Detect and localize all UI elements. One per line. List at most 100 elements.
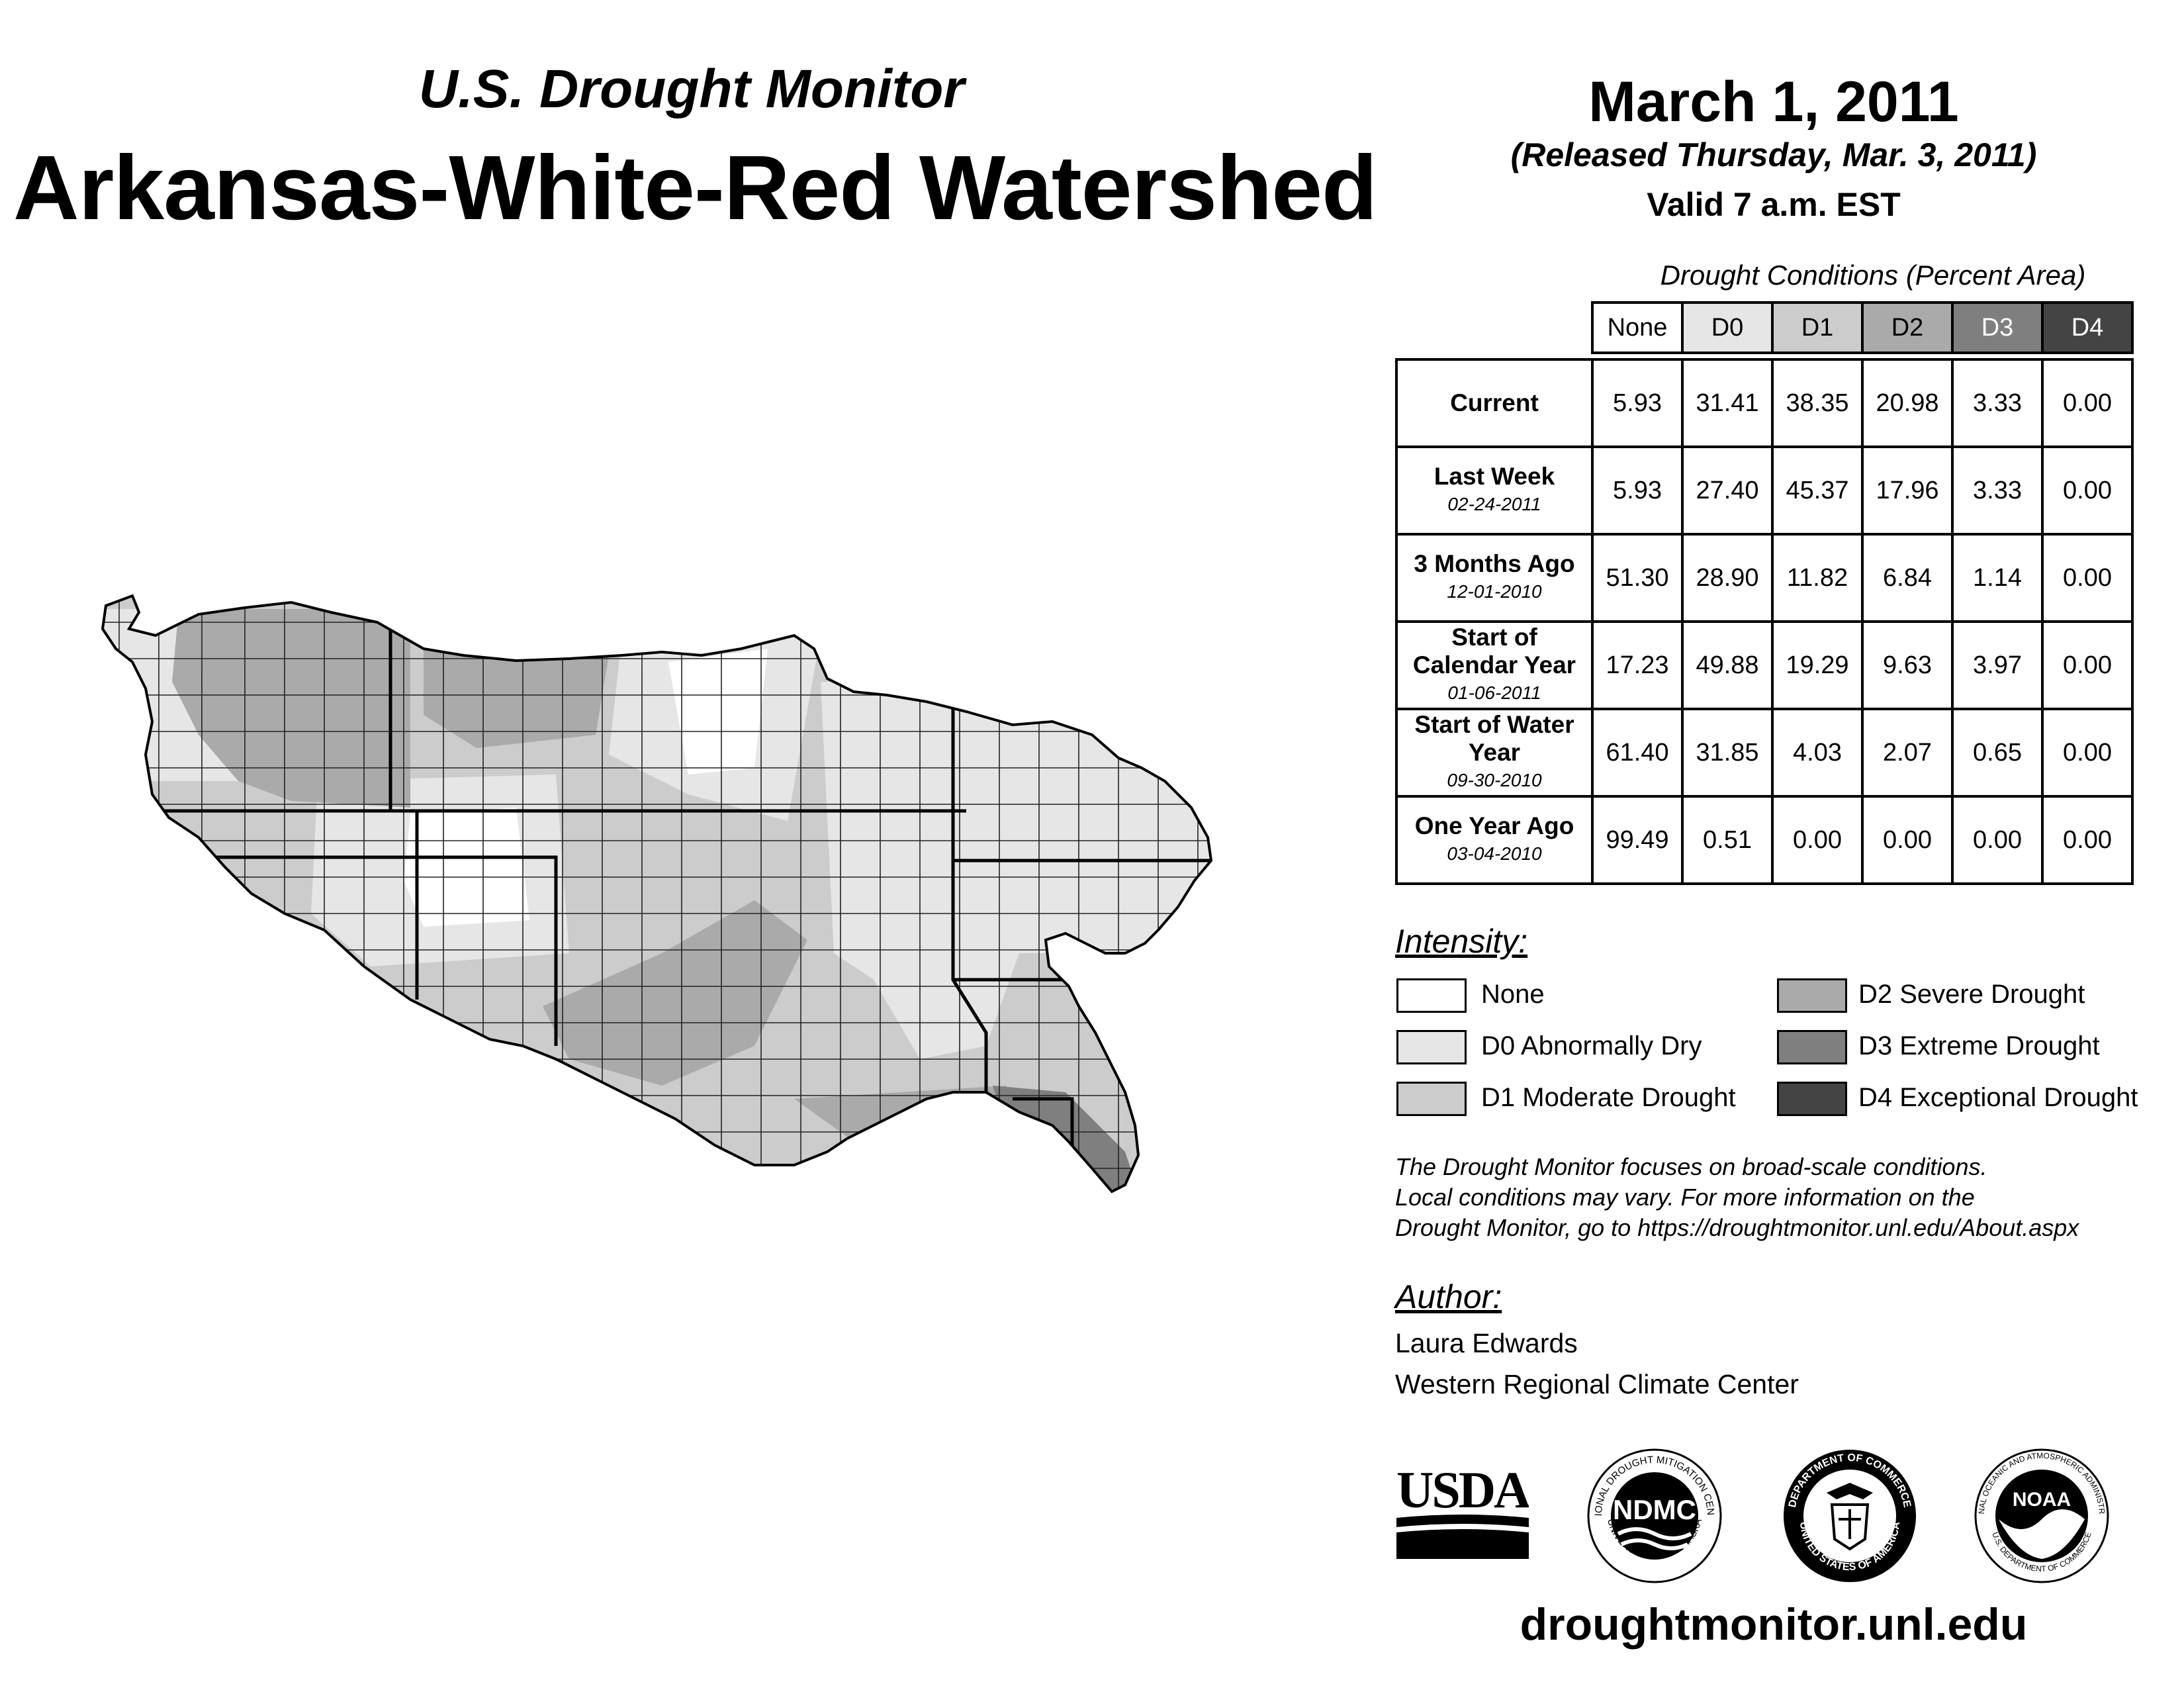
table-cell: 31.85 — [1681, 708, 1774, 798]
legend-label-d0: D0 Abnormally Dry — [1481, 1031, 1702, 1060]
legend-label-none: None — [1481, 980, 1545, 1009]
table-cell: 3.33 — [1951, 358, 2044, 448]
legend-swatch-d3 — [1777, 1030, 1847, 1064]
table-cell: 0.51 — [1681, 795, 1774, 885]
table-row-last-week: Last Week 02-24-2011 5.93 27.40 45.37 17.… — [1395, 445, 2134, 536]
legend-label-d1: D1 Moderate Drought — [1481, 1083, 1736, 1112]
noaa-logo-text: NOAA — [2013, 1489, 2071, 1511]
legend-swatch-d1 — [1396, 1082, 1467, 1116]
table-cell: 0.00 — [1861, 795, 1954, 885]
table-cell: 3.97 — [1951, 620, 2044, 710]
usda-logo-text: USDA — [1396, 1466, 1529, 1519]
table-row-start-calendar-year: Start of Calendar Year 01-06-2011 17.23 4… — [1395, 620, 2134, 710]
row-date: 02-24-2011 — [1447, 494, 1541, 514]
column-header-d1: D1 — [1771, 301, 1864, 354]
table-cell: 0.00 — [2041, 620, 2134, 710]
table-cell: 0.00 — [2041, 445, 2134, 536]
table-cell: 1.14 — [1951, 533, 2044, 623]
author-heading: Author: — [1395, 1278, 1502, 1315]
table-cell: 0.65 — [1951, 708, 2044, 798]
table-cell: 17.96 — [1861, 445, 1954, 536]
table-corner — [1396, 303, 1592, 353]
row-label: One Year Ago 03-04-2010 — [1395, 795, 1594, 885]
row-label-text: Last Week — [1433, 463, 1555, 490]
row-date: 01-06-2011 — [1447, 682, 1541, 703]
author-org: Western Regional Climate Center — [1395, 1369, 1799, 1399]
release-date: (Released Thursday, Mar. 3, 2011) — [1510, 136, 2037, 173]
table-cell: 0.00 — [2041, 533, 2134, 623]
usda-logo: USDA — [1396, 1466, 1529, 1559]
row-date: 09-30-2010 — [1447, 770, 1542, 790]
table-cell: 9.63 — [1861, 620, 1954, 710]
table-cell: 11.82 — [1771, 533, 1864, 623]
map-title: Arkansas-White-Red Watershed — [13, 137, 1377, 239]
table-cell: 2.07 — [1861, 708, 1954, 798]
ndmc-logo: NATIONAL DROUGHT MITIGATION CENTER UNIVE… — [1585, 1446, 1722, 1583]
table-row-start-water-year: Start of Water Year 09-30-2010 61.40 31.8… — [1395, 708, 2134, 798]
row-label-text: Start of Calendar Year — [1412, 624, 1576, 679]
table-cell: 0.00 — [2041, 795, 2134, 885]
watershed-map — [101, 594, 1213, 1194]
intensity-heading: Intensity: — [1395, 923, 1528, 960]
legend-swatch-d4 — [1777, 1082, 1847, 1116]
legend-swatch-d2 — [1777, 978, 1847, 1013]
table-cell: 19.29 — [1771, 620, 1864, 710]
row-date: 03-04-2010 — [1447, 843, 1542, 864]
note-line-1: The Drought Monitor focuses on broad-sca… — [1395, 1153, 1987, 1180]
table-cell: 28.90 — [1681, 533, 1774, 623]
table-cell: 31.41 — [1681, 358, 1774, 448]
row-label: Start of Water Year 09-30-2010 — [1395, 708, 1594, 798]
table-cell: 0.00 — [2041, 708, 2134, 798]
table-cell: 0.00 — [2041, 358, 2134, 448]
legend-swatch-d0 — [1396, 1030, 1467, 1064]
row-label: Last Week 02-24-2011 — [1395, 445, 1594, 536]
table-cell: 61.40 — [1591, 708, 1684, 798]
legend-label-d4: D4 Exceptional Drought — [1858, 1083, 2138, 1112]
website-url[interactable]: droughtmonitor.unl.edu — [1520, 1599, 2028, 1650]
column-header-d2: D2 — [1861, 301, 1954, 354]
table-header-row: None D0 D1 D2 D3 D4 — [1396, 301, 2134, 354]
noaa-logo: NATIONAL OCEANIC AND ATMOSPHERIC ADMINIS… — [1972, 1446, 2109, 1583]
table-cell: 5.93 — [1591, 445, 1684, 536]
table-cell: 51.30 — [1591, 533, 1684, 623]
column-header-none: None — [1591, 301, 1684, 354]
row-label: Start of Calendar Year 01-06-2011 — [1395, 620, 1594, 710]
row-label-text: 3 Months Ago — [1414, 550, 1575, 577]
drought-conditions-table: None D0 D1 D2 D3 D4 Current 5.93 31.41 3… — [1395, 301, 2134, 885]
column-header-d3: D3 — [1951, 301, 2044, 354]
table-cell: 99.49 — [1591, 795, 1684, 885]
row-label-text: Current — [1450, 389, 1539, 416]
row-label-text: One Year Ago — [1414, 812, 1574, 839]
table-cell: 27.40 — [1681, 445, 1774, 536]
department-of-commerce-seal: DEPARTMENT OF COMMERCE UNITED STATES OF … — [1784, 1450, 1916, 1582]
table-row-current: Current 5.93 31.41 38.35 20.98 3.33 0.00 — [1395, 358, 2134, 448]
table-cell: 5.93 — [1591, 358, 1684, 448]
row-label-text: Start of Water Year — [1414, 711, 1574, 766]
table-cell: 0.00 — [1771, 795, 1864, 885]
table-cell: 49.88 — [1681, 620, 1774, 710]
table-row-3-months-ago: 3 Months Ago 12-01-2010 51.30 28.90 11.82… — [1395, 533, 2134, 623]
table-cell: 3.33 — [1951, 445, 2044, 536]
map-date: March 1, 2011 — [1588, 70, 1959, 134]
table-title: Drought Conditions (Percent Area) — [1660, 259, 2086, 291]
note-line-2: Local conditions may vary. For more info… — [1395, 1184, 1975, 1211]
ndmc-logo-text: NDMC — [1613, 1494, 1696, 1525]
table-gap-row — [1396, 352, 2132, 361]
table-cell: 38.35 — [1771, 358, 1864, 448]
author-name: Laura Edwards — [1395, 1328, 1578, 1358]
table-cell: 0.00 — [1951, 795, 2044, 885]
legend-label-d3: D3 Extreme Drought — [1858, 1031, 2100, 1060]
table-cell: 17.23 — [1591, 620, 1684, 710]
table-cell: 45.37 — [1771, 445, 1864, 536]
legend-swatch-none — [1396, 978, 1467, 1013]
row-label: 3 Months Ago 12-01-2010 — [1395, 533, 1594, 623]
column-header-d4: D4 — [2041, 301, 2134, 354]
column-header-d0: D0 — [1681, 301, 1774, 354]
row-label: Current — [1395, 358, 1594, 448]
table-cell: 6.84 — [1861, 533, 1954, 623]
table-row-one-year-ago: One Year Ago 03-04-2010 99.49 0.51 0.00 0… — [1395, 795, 2134, 885]
note-line-3: Drought Monitor, go to https://droughtmo… — [1395, 1214, 2079, 1241]
table-cell: 20.98 — [1861, 358, 1954, 448]
row-date: 12-01-2010 — [1447, 581, 1542, 602]
table-cell: 4.03 — [1771, 708, 1864, 798]
